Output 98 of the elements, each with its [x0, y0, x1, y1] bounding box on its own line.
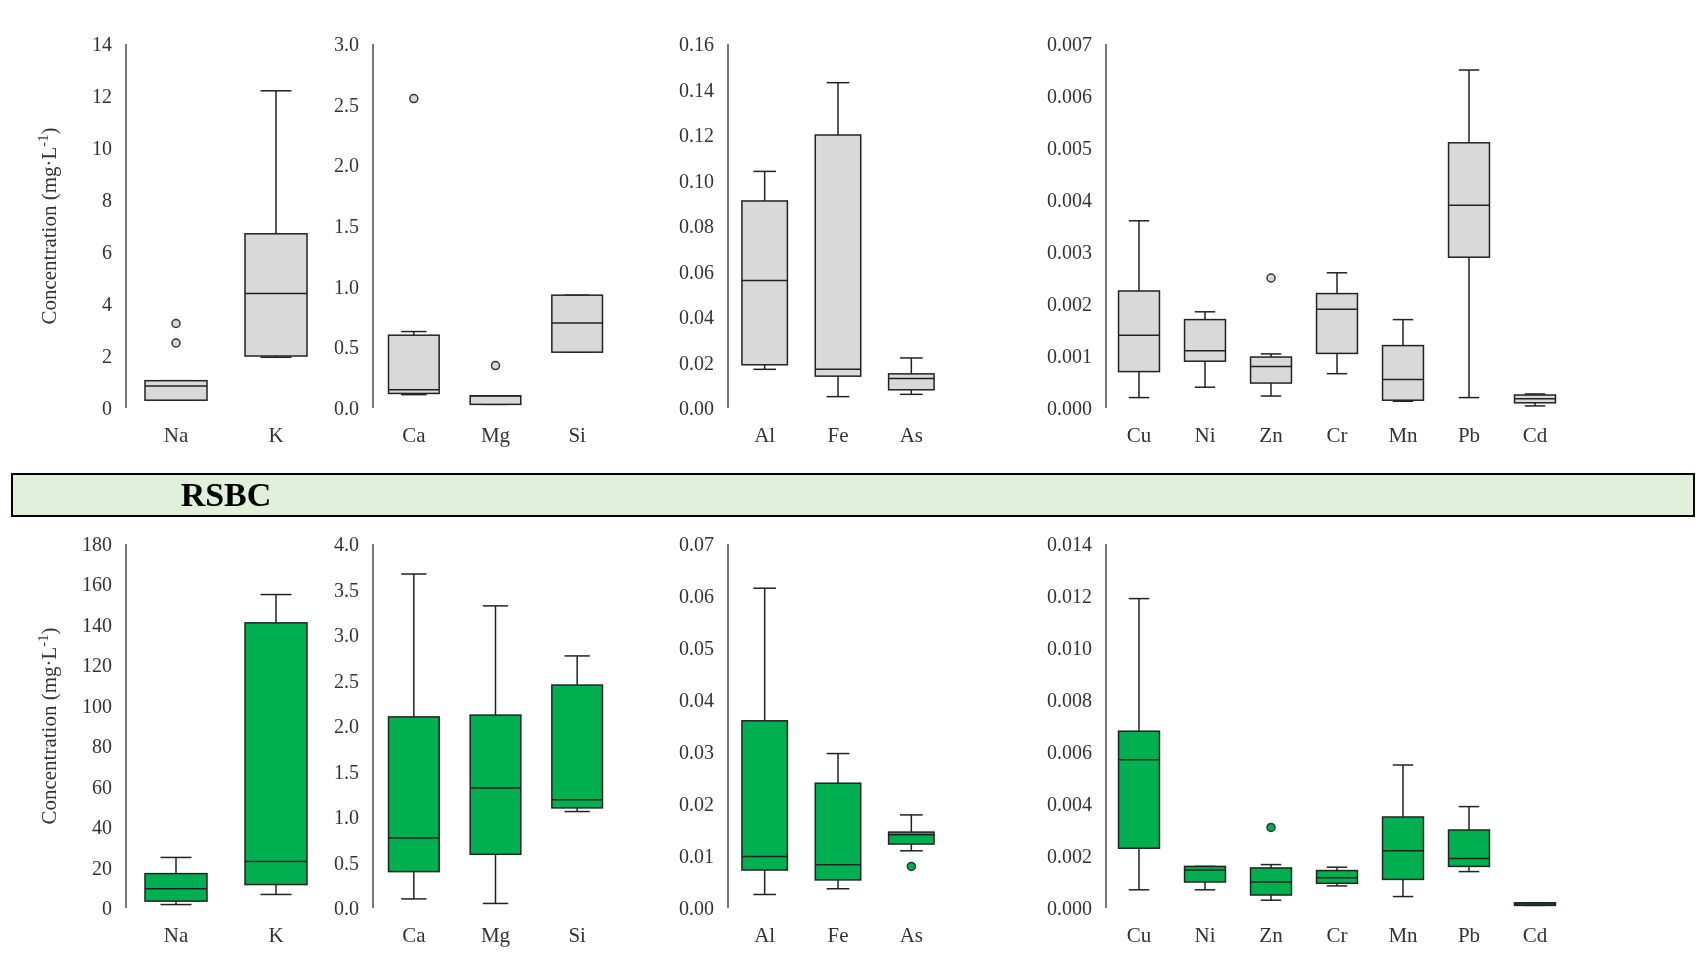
y-tick-label: 1.5: [334, 215, 359, 237]
y-tick-label: 0.008: [1047, 689, 1092, 711]
y-tick-label: 0.007: [1047, 33, 1092, 55]
y-tick-label: 8: [102, 189, 112, 211]
y-tick-label: 3.5: [334, 578, 359, 601]
y-tick-label: 0.07: [679, 533, 714, 555]
x-tick-label: Si: [568, 923, 587, 947]
y-tick-label: 0.0: [334, 897, 359, 919]
x-tick-label: Zn: [1259, 923, 1284, 947]
x-tick-label: Pb: [1457, 923, 1481, 947]
y-tick-label: 14: [92, 33, 112, 55]
y-tick-label: 10: [92, 137, 112, 159]
x-tick-label: Ca: [402, 923, 427, 947]
y-tick-label: 140: [82, 613, 112, 636]
y-tick-label: 3.0: [334, 624, 359, 646]
x-tick-label: Cd: [1522, 423, 1548, 447]
y-tick-label: 0.005: [1047, 137, 1092, 159]
chart-title: RSBC: [180, 476, 272, 513]
y-tick-label: 12: [92, 85, 112, 107]
y-tick-label: 0.06: [679, 260, 714, 283]
x-tick-label: Na: [163, 423, 189, 447]
y-tick-label: 0.012: [1047, 585, 1092, 607]
x-tick-label: Fe: [827, 423, 849, 447]
y-tick-label: 2.0: [334, 154, 359, 177]
x-tick-label: K: [268, 923, 284, 947]
x-tick-label: As: [899, 923, 924, 947]
x-tick-label: Na: [163, 923, 189, 947]
y-tick-label: 0.002: [1047, 845, 1092, 867]
x-tick-label: Mg: [480, 423, 511, 447]
x-tick-label: As: [899, 423, 924, 447]
y-tick-label: 0.01: [679, 845, 714, 867]
y-tick-label: 0.08: [679, 215, 714, 237]
y-tick-label: 4: [102, 293, 112, 315]
y-tick-label: 0: [102, 897, 112, 919]
x-tick-label: Mg: [480, 923, 511, 947]
y-tick-label: 20: [92, 856, 112, 879]
y-tick-label: 0.03: [679, 741, 714, 763]
y-tick-label: 40: [92, 816, 112, 839]
y-tick-label: 0.5: [334, 851, 359, 874]
x-tick-label: Si: [568, 423, 587, 447]
x-tick-label: Mn: [1388, 923, 1419, 947]
y-tick-label: 0.04: [679, 689, 714, 711]
y-tick-label: 4.0: [334, 533, 359, 555]
x-tick-label: Al: [754, 423, 776, 447]
y-tick-label: 0.16: [679, 33, 714, 55]
y-tick-label: 0.02: [679, 793, 714, 815]
y-tick-label: 3.0: [334, 33, 359, 55]
y-tick-label: 0.006: [1047, 741, 1092, 763]
y-tick-label: 60: [92, 775, 112, 798]
y-tick-label: 0.003: [1047, 241, 1092, 263]
y-tick-label: 0.00: [679, 897, 714, 919]
y-tick-label: 0.05: [679, 637, 714, 659]
y-tick-label: 2.5: [334, 93, 359, 116]
y-tick-label: 2.5: [334, 669, 359, 692]
y-tick-label: 100: [82, 694, 112, 717]
y-tick-label: 0.001: [1047, 345, 1092, 367]
y-tick-label: 0.006: [1047, 85, 1092, 107]
y-tick-label: 160: [82, 573, 112, 596]
y-tick-label: 1.0: [334, 275, 359, 298]
x-tick-label: Pb: [1457, 423, 1481, 447]
y-tick-label: 80: [92, 735, 112, 758]
y-tick-label: 0.02: [679, 351, 714, 374]
y-tick-label: 0.000: [1047, 897, 1092, 919]
y-tick-label: 0.10: [679, 169, 714, 192]
y-tick-label: 0.010: [1047, 637, 1092, 659]
y-tick-label: 6: [102, 241, 112, 263]
x-tick-label: Cr: [1326, 923, 1348, 947]
y-tick-label: 0.0: [334, 397, 359, 419]
x-tick-label: Ni: [1194, 423, 1216, 447]
x-tick-label: Cd: [1522, 923, 1548, 947]
x-tick-label: Cr: [1326, 423, 1348, 447]
y-tick-label: 2: [102, 345, 112, 367]
y-tick-label: 180: [82, 533, 112, 555]
y-tick-label: 0.002: [1047, 293, 1092, 315]
y-tick-label: 0.04: [679, 306, 714, 328]
y-tick-label: 0.00: [679, 397, 714, 419]
y-tick-label: 0.06: [679, 585, 714, 607]
x-tick-label: Zn: [1259, 423, 1284, 447]
x-tick-label: Mn: [1388, 423, 1419, 447]
y-tick-label: 0.14: [679, 78, 714, 101]
y-tick-label: 0.000: [1047, 397, 1092, 419]
y-tick-label: 120: [82, 654, 112, 677]
y-tick-label: 0.004: [1047, 793, 1092, 815]
x-tick-label: Ca: [402, 423, 427, 447]
y-tick-label: 0.12: [679, 124, 714, 146]
x-tick-label: Ni: [1194, 923, 1216, 947]
x-tick-label: Cu: [1126, 423, 1152, 447]
y-tick-label: 0.004: [1047, 189, 1092, 211]
x-tick-label: Fe: [827, 923, 849, 947]
y-tick-label: 0: [102, 397, 112, 419]
y-tick-label: 0.5: [334, 336, 359, 359]
y-tick-label: 1.0: [334, 806, 359, 828]
x-tick-label: K: [268, 423, 284, 447]
y-tick-label: 0.014: [1047, 533, 1092, 555]
x-tick-label: Cu: [1126, 923, 1152, 947]
x-tick-label: Al: [754, 923, 776, 947]
y-tick-label: 2.0: [334, 715, 359, 737]
y-tick-label: 1.5: [334, 760, 359, 783]
